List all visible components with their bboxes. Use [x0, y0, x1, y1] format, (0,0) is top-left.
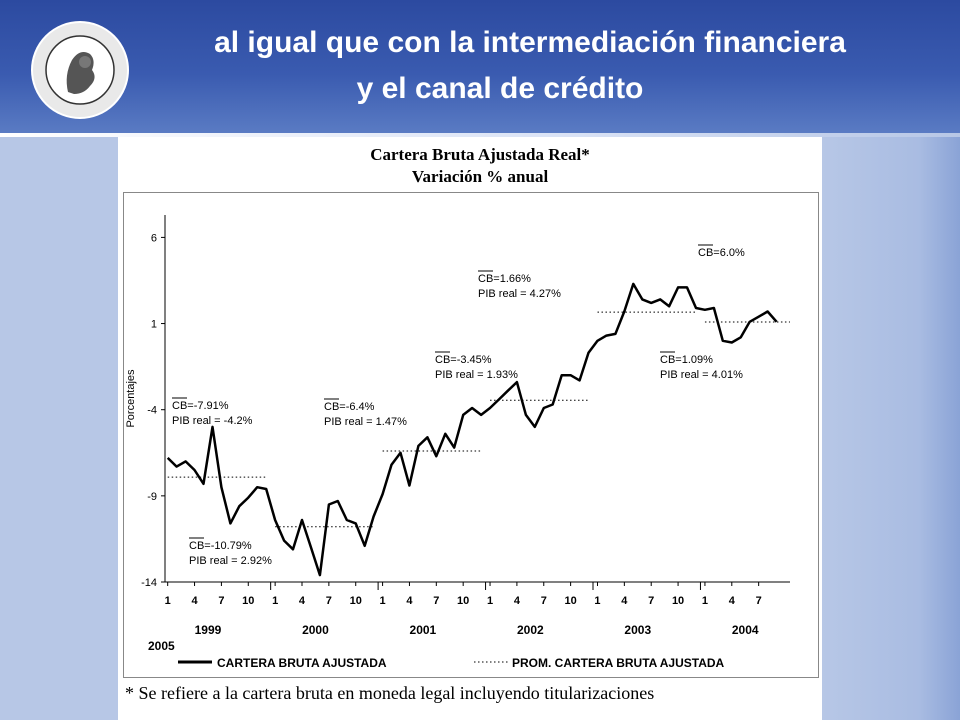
y-tick-label: -4	[147, 405, 157, 417]
x-tick-label: 4	[299, 595, 306, 607]
year-label: 1999	[195, 623, 222, 637]
banco-republica-seal-icon	[31, 21, 129, 119]
x-tick-label: 10	[672, 595, 684, 607]
x-tick-label: 10	[242, 595, 254, 607]
annotation-pib: PIB real = -4.2%	[172, 415, 253, 427]
chart-subtitle: Variación % anual	[411, 167, 549, 186]
slide-header	[0, 0, 960, 135]
x-tick-label: 4	[406, 595, 413, 607]
annotation-pib: PIB real = 1.93%	[435, 369, 518, 381]
footnote: * Se refiere a la cartera bruta en moned…	[125, 683, 655, 703]
chart-panel	[118, 137, 822, 720]
x-tick-label: 1	[165, 595, 171, 607]
legend-label: PROM. CARTERA BRUTA AJUSTADA	[512, 656, 725, 670]
annotation-cb: CB=-10.79%	[189, 540, 252, 552]
x-tick-label: 1	[272, 595, 278, 607]
x-tick-label: 10	[350, 595, 362, 607]
annotation-pib: PIB real = 2.92%	[189, 555, 272, 567]
x-tick-label: 4	[729, 595, 736, 607]
x-tick-label: 1	[380, 595, 386, 607]
annotation-cb: CB=1.66%	[478, 273, 531, 285]
x-tick-label: 7	[541, 595, 547, 607]
chart-title: Cartera Bruta Ajustada Real*	[370, 145, 590, 164]
annotation-pib: PIB real = 4.01%	[660, 369, 743, 381]
x-tick-label: 7	[756, 595, 762, 607]
x-tick-label: 7	[218, 595, 224, 607]
annotation-pib: PIB real = 4.27%	[478, 288, 561, 300]
x-tick-label: 7	[648, 595, 654, 607]
x-tick-label: 4	[514, 595, 521, 607]
x-tick-label: 4	[191, 595, 198, 607]
annotation-cb: CB=6.0%	[698, 247, 745, 259]
legend-label: CARTERA BRUTA AJUSTADA	[217, 656, 387, 670]
plot-frame	[123, 192, 819, 678]
x-tick-label: 7	[433, 595, 439, 607]
slide-title-line2: y el canal de crédito	[356, 72, 644, 105]
x-tick-label: 1	[594, 595, 600, 607]
y-tick-label: 1	[151, 319, 157, 331]
year-label-truncated: 2005	[148, 639, 175, 653]
right-decor	[822, 137, 960, 720]
y-tick-label: -9	[147, 491, 157, 503]
year-label: 2004	[732, 623, 759, 637]
series-cartera-bruta-ajustada	[166, 282, 778, 577]
x-tick-label: 1	[702, 595, 708, 607]
y-tick-label: -14	[141, 577, 157, 589]
x-tick-label: 10	[564, 595, 576, 607]
year-label: 2002	[517, 623, 544, 637]
y-tick-label: 6	[151, 232, 157, 244]
year-label: 2000	[302, 623, 329, 637]
header-divider	[0, 133, 960, 137]
x-tick-label: 10	[457, 595, 469, 607]
annotation-cb: CB=-7.91%	[172, 400, 229, 412]
year-label: 2003	[624, 623, 651, 637]
year-label: 2001	[410, 623, 437, 637]
x-tick-label: 1	[487, 595, 493, 607]
annotation-cb: CB=-6.4%	[324, 401, 375, 413]
annotation-pib: PIB real = 1.47%	[324, 416, 407, 428]
x-tick-label: 7	[326, 595, 332, 607]
slide-title-line1: al igual que con la intermediación finan…	[214, 26, 846, 59]
y-axis-label: Porcentajes	[125, 369, 137, 428]
annotation-cb: CB=-3.45%	[435, 354, 492, 366]
annotation-cb: CB=1.09%	[660, 354, 713, 366]
x-tick-label: 4	[621, 595, 628, 607]
